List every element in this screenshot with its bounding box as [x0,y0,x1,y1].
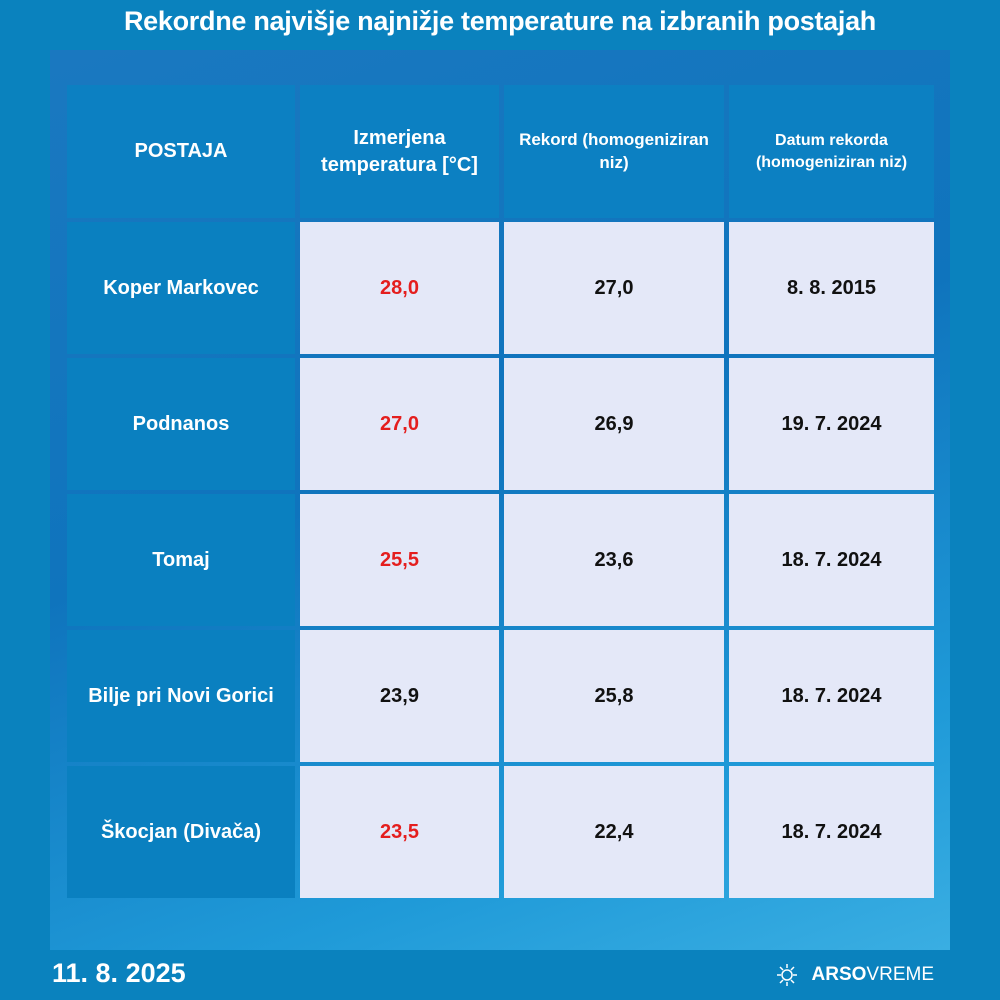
record-cell: 25,8 [504,630,724,762]
record-date-cell: 18. 7. 2024 [729,630,934,762]
header-record-date: Datum rekorda (homogeniziran niz) [729,85,934,218]
publish-date: 11. 8. 2025 [52,958,186,988]
record-date-cell: 19. 7. 2024 [729,358,934,490]
measured-cell: 25,5 [300,494,499,626]
record-cell: 23,6 [504,494,724,626]
header-station: POSTAJA [67,85,295,218]
measured-cell: 23,9 [300,630,499,762]
station-cell: Bilje pri Novi Gorici [67,630,295,762]
measured-cell: 28,0 [300,222,499,354]
station-cell: Podnanos [67,358,295,490]
station-cell: Škocjan (Divača) [67,766,295,898]
arso-logo: ARSOVREME [776,962,934,988]
logo-vreme: VREME [866,964,934,985]
page-title: Rekordne najvišje najnižje temperature n… [123,6,876,36]
record-date-cell: 18. 7. 2024 [729,494,934,626]
station-cell: Tomaj [67,494,295,626]
header-measured: Izmerjena temperatura [°C] [300,85,499,218]
sun-icon [776,964,797,986]
record-cell: 26,9 [504,358,724,490]
measured-cell: 27,0 [300,358,499,490]
logo-arso: ARSO [811,964,867,985]
measured-cell: 23,5 [300,766,499,898]
record-date-cell: 8. 8. 2015 [729,222,934,354]
records-table: POSTAJA Izmerjena temperatura [°C] Rekor… [67,85,934,898]
record-cell: 22,4 [504,766,724,898]
header-record: Rekord (homogeniziran niz) [504,85,724,218]
record-date-cell: 18. 7. 2024 [729,766,934,898]
station-cell: Koper Markovec [67,222,295,354]
record-cell: 27,0 [504,222,724,354]
